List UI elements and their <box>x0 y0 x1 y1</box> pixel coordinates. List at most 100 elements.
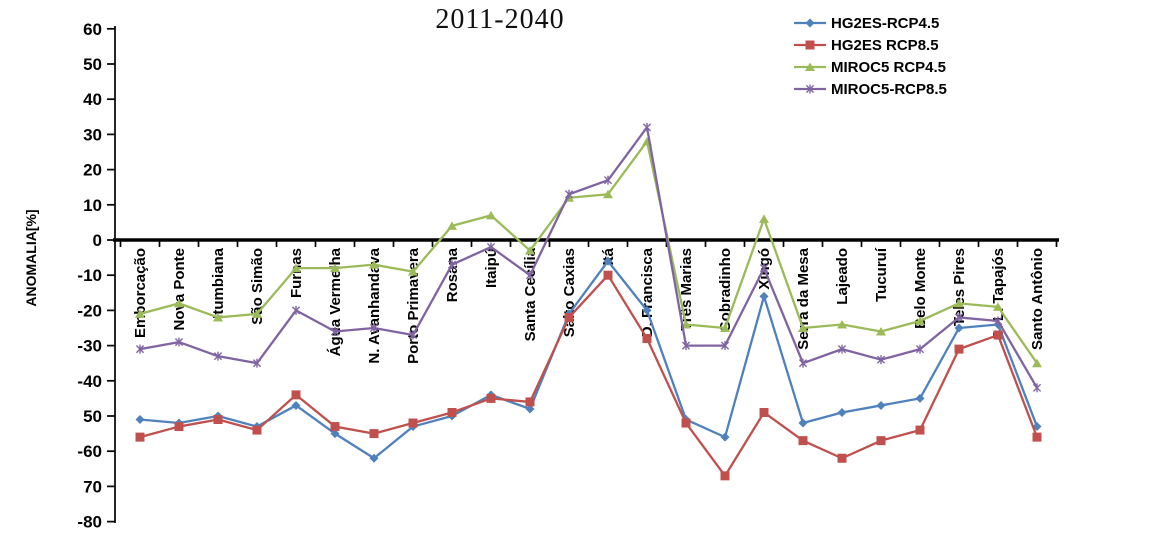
diamond-marker-icon <box>525 404 535 414</box>
legend-label: MIROC5 RCP4.5 <box>831 58 947 76</box>
diamond-marker-icon <box>759 291 769 301</box>
triangle-marker-icon <box>954 298 964 308</box>
star-marker-icon <box>252 358 262 368</box>
legend-label: MIROC5-RCP8.5 <box>831 80 947 98</box>
star-marker-icon <box>720 341 730 351</box>
star-marker-icon <box>213 351 223 361</box>
star-marker-icon <box>525 270 535 280</box>
y-tick-label: 10 <box>83 196 102 215</box>
square-marker-icon <box>408 418 418 428</box>
series-line <box>139 126 1038 389</box>
series-miroc5-rcp4-5 <box>135 136 1042 368</box>
diamond-marker-icon <box>291 400 301 410</box>
square-marker-icon <box>993 330 1003 340</box>
star-marker-icon <box>993 316 1003 326</box>
star-marker-icon <box>486 242 496 252</box>
series-hg2es-rcp8-5 <box>135 270 1042 481</box>
x-category-label: Serra da Mesa <box>795 247 812 349</box>
x-category-label: Tucuruí <box>873 247 890 302</box>
x-category-label: Água Vermelha <box>327 247 344 356</box>
x-category-label: Nova Ponte <box>171 248 188 331</box>
star-marker-icon <box>805 84 815 94</box>
y-tick-label: 50 <box>83 55 102 74</box>
legend-item: HG2ES RCP8.5 <box>793 34 947 56</box>
star-marker-icon <box>369 323 379 333</box>
square-marker-icon <box>213 415 223 425</box>
y-tick-label: -80 <box>77 513 102 532</box>
star-marker-icon <box>837 344 847 354</box>
square-marker-icon <box>330 422 340 432</box>
diamond-marker-icon <box>603 256 613 266</box>
square-marker-icon <box>798 436 808 446</box>
square-marker-icon <box>837 453 847 463</box>
star-marker-icon <box>798 358 808 368</box>
star-marker-icon <box>330 327 340 337</box>
triangle-marker-icon <box>993 302 1003 311</box>
y-tick-label: 0 <box>93 231 102 250</box>
y-tick-label: 70 <box>83 477 102 496</box>
legend-label: HG2ES-RCP4.5 <box>831 14 940 32</box>
y-tick-label: -40 <box>77 372 102 391</box>
legend-swatch <box>794 40 826 50</box>
square-marker-icon <box>759 407 769 417</box>
triangle-marker-icon <box>603 189 613 199</box>
star-marker-icon <box>954 312 964 322</box>
square-marker-icon <box>954 344 964 354</box>
y-tick-label: 60 <box>83 20 102 39</box>
triangle-marker-icon <box>837 319 847 329</box>
triangle-marker-icon <box>525 246 535 255</box>
diamond-marker-icon <box>720 432 730 442</box>
square-marker-icon <box>252 425 262 435</box>
square-marker-icon <box>525 397 535 407</box>
chart-title: 2011-2040 <box>435 4 565 35</box>
square-marker-icon <box>642 334 652 344</box>
x-category-label: Lajeado <box>834 248 851 305</box>
y-tick-label: -30 <box>77 337 102 356</box>
triangle-marker-icon <box>876 327 886 336</box>
triangle-marker-icon <box>805 62 815 71</box>
star-marker-icon <box>759 263 769 273</box>
star-marker-icon <box>447 260 457 270</box>
triangle-marker-icon <box>369 260 379 269</box>
x-category-label: Rosana <box>444 247 461 302</box>
star-marker-icon <box>564 189 574 199</box>
star-marker-icon <box>291 305 301 315</box>
series-line <box>139 140 1038 364</box>
square-marker-icon <box>876 436 886 446</box>
square-marker-icon <box>805 40 815 50</box>
star-marker-icon <box>915 344 925 354</box>
legend-item: MIROC5 RCP4.5 <box>793 56 947 78</box>
star-marker-icon <box>1032 383 1042 393</box>
triangle-marker-icon <box>174 298 184 308</box>
diamond-marker-icon <box>876 400 886 410</box>
diamond-marker-icon <box>805 18 815 28</box>
y-tick-label: 40 <box>83 90 102 109</box>
diamond-marker-icon <box>954 323 964 333</box>
star-marker-icon <box>135 344 145 354</box>
y-tick-label: 30 <box>83 125 102 144</box>
square-marker-icon <box>915 425 925 435</box>
square-marker-icon <box>1032 432 1042 442</box>
x-category-label: Itaipú <box>483 248 500 288</box>
x-category-label: São Simão <box>249 248 266 325</box>
legend-label: HG2ES RCP8.5 <box>831 36 939 54</box>
legend-swatch <box>794 62 826 71</box>
triangle-marker-icon <box>408 267 418 276</box>
star-marker-icon <box>174 337 184 347</box>
triangle-marker-icon <box>135 309 145 318</box>
square-marker-icon <box>447 407 457 417</box>
square-marker-icon <box>681 418 691 428</box>
x-category-label: Emborcação <box>132 248 149 338</box>
series-line <box>139 274 1039 477</box>
x-category-label: D. Francisca <box>639 247 656 337</box>
y-tick-label: -10 <box>77 266 102 285</box>
series-line <box>139 259 1039 460</box>
square-marker-icon <box>291 390 301 400</box>
triangle-marker-icon <box>252 309 262 318</box>
legend-item: HG2ES-RCP4.5 <box>793 12 947 34</box>
y-tick-label: -60 <box>77 442 102 461</box>
diamond-marker-icon <box>642 305 652 315</box>
square-marker-icon <box>564 312 574 322</box>
